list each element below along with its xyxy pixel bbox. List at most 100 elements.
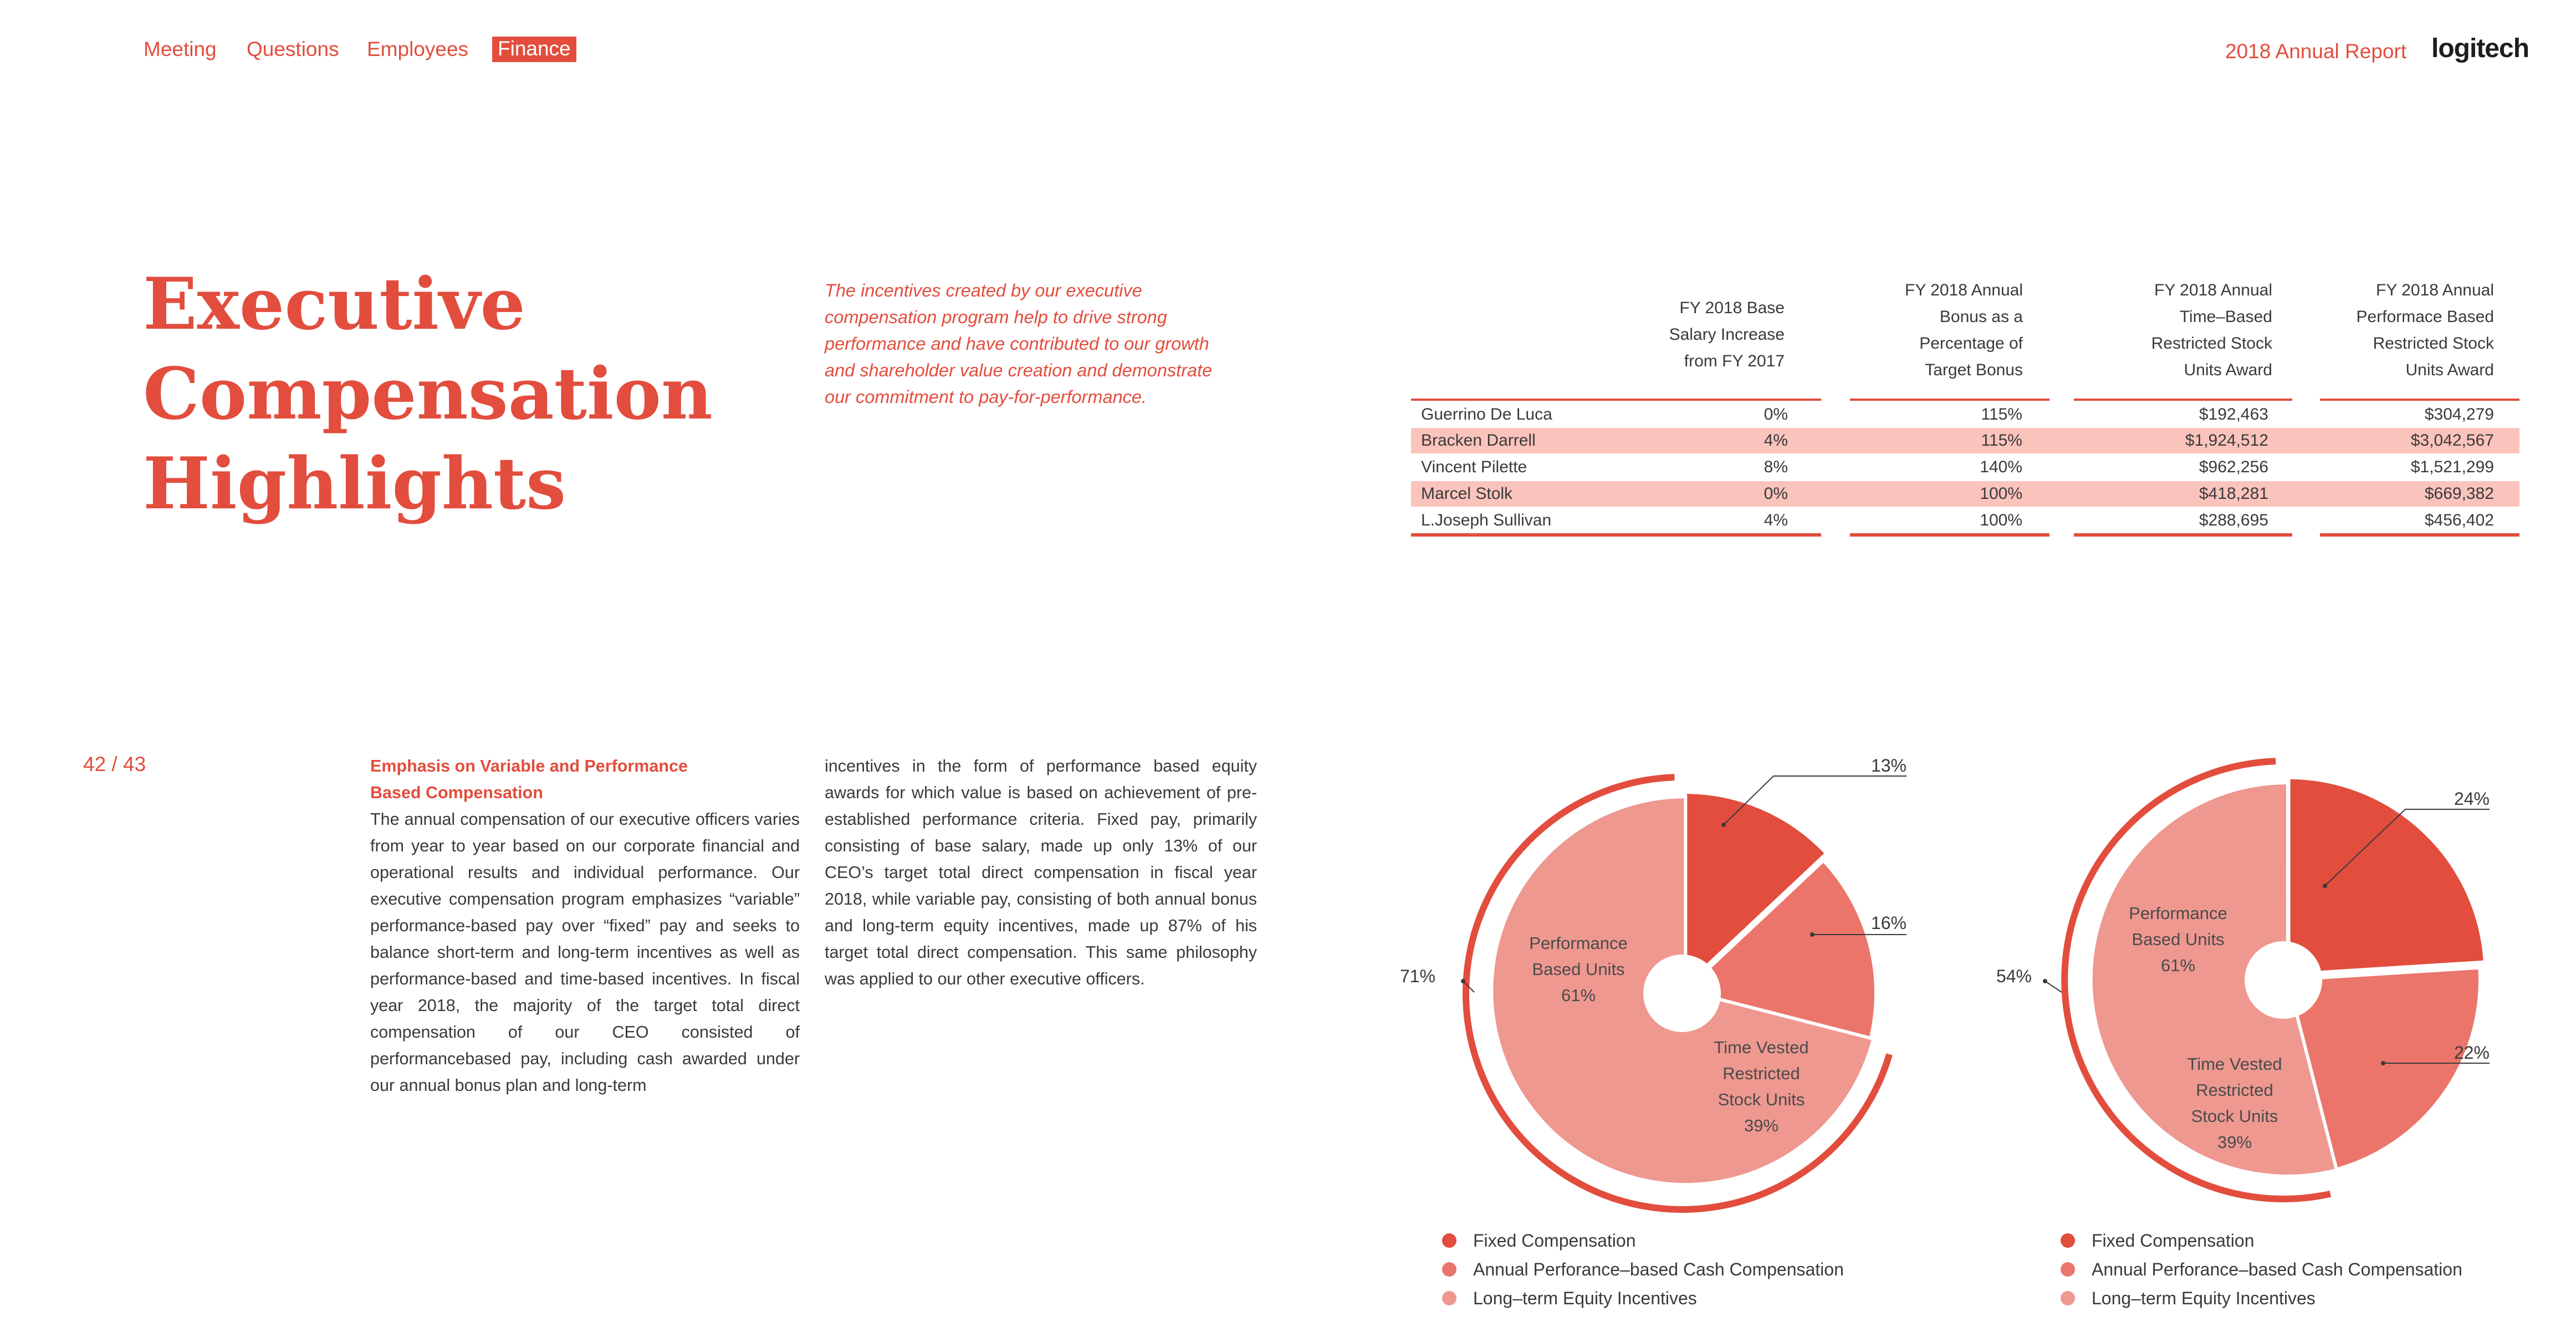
table-cell-perf-rsu: $456,402	[2424, 511, 2494, 529]
title-line: Highlights	[143, 442, 566, 525]
table-cell-perf-rsu: $304,279	[2424, 405, 2494, 423]
inner-label: Time Vested Restricted Stock Units 39%	[1714, 1038, 1808, 1135]
inner-label-line: 61%	[1561, 986, 1596, 1005]
chart-legend-2: Fixed Compensation Annual Perforance–bas…	[2061, 1226, 2462, 1313]
leader-line	[1463, 981, 1475, 993]
pie-chart-ceo: 13% 16% 71% Performance Based Units 61% Time V…	[1400, 756, 1907, 1213]
table-cell-salary-increase: 4%	[1764, 511, 1788, 529]
table-row: Marcel Stolk 0% 100% $418,281 $669,382	[1411, 481, 2519, 507]
legend-swatch	[2061, 1262, 2075, 1277]
table-row: Vincent Pilette 8% 140% $962,256 $1,521,…	[1411, 455, 2519, 480]
table-cell-name: Vincent Pilette	[1421, 458, 1527, 476]
pie-slice	[2281, 966, 2482, 1173]
legend-item: Annual Perforance–based Cash Compensatio…	[2061, 1255, 2462, 1284]
table-cell-bonus-pct: 140%	[1980, 458, 2022, 476]
inner-label-line: Restricted	[1723, 1064, 1800, 1083]
table-cell-salary-increase: 8%	[1764, 458, 1788, 476]
inner-label-line: Stock Units	[2191, 1106, 2278, 1126]
body-paragraph: incentives in the form of performance ba…	[825, 757, 1257, 988]
inner-label-line: 61%	[2161, 956, 2195, 975]
table-cell-salary-increase: 0%	[1764, 405, 1788, 423]
pie-slice	[2089, 780, 2339, 1178]
table-cell-salary-increase: 0%	[1764, 484, 1788, 503]
chart-legend-1: Fixed Compensation Annual Perforance–bas…	[1442, 1226, 1844, 1313]
inner-label-line: Restricted	[2196, 1080, 2273, 1100]
table-header-bonus: FY 2018 Annual Bonus as a Percentage of …	[1905, 281, 2023, 379]
table-cell-bonus-pct: 100%	[1980, 511, 2022, 529]
body-column-2: incentives in the form of performance ba…	[825, 753, 1257, 992]
inner-label-line: 39%	[1744, 1116, 1778, 1135]
table-header-perf-rsu: FY 2018 Annual Performace Based Restrict…	[2356, 281, 2494, 379]
table-row: Guerrino De Luca 0% 115% $192,463 $304,2…	[1411, 402, 2519, 427]
inner-label-line: Time Vested	[2187, 1054, 2282, 1074]
inner-label-line: Time Vested	[1714, 1038, 1808, 1057]
leader-dot	[1721, 823, 1726, 827]
nav-questions[interactable]: Questions	[247, 38, 339, 60]
table-cell-name: Marcel Stolk	[1421, 484, 1513, 503]
table-header-time-rsu: FY 2018 Annual Time–Based Restricted Sto…	[2151, 281, 2272, 379]
table-cell-bonus-pct: 115%	[1981, 405, 2022, 423]
nav-employees[interactable]: Employees	[367, 38, 469, 60]
table-rule	[2074, 533, 2292, 537]
legend-swatch	[2061, 1233, 2075, 1248]
legend-item: Long–term Equity Incentives	[2061, 1284, 2462, 1313]
logitech-logo: logitech	[2431, 34, 2529, 63]
inner-label-line: Performance	[1529, 933, 1627, 953]
inner-label-line: Stock Units	[1718, 1090, 1805, 1109]
slice-label: 54%	[1996, 966, 2032, 986]
table-cell-time-rsu: $192,463	[2199, 405, 2268, 423]
inner-label: Performance Based Units 61%	[1529, 933, 1627, 1005]
leader-dot	[1810, 932, 1815, 937]
table-cell-name: L.Joseph Sullivan	[1421, 511, 1552, 529]
leader-line	[2045, 981, 2062, 993]
legend-item: Annual Perforance–based Cash Compensatio…	[1442, 1255, 1844, 1284]
table-cell-perf-rsu: $1,521,299	[2410, 458, 2494, 476]
pie-slice	[1678, 858, 1878, 1044]
inner-label-line: Based Units	[2132, 930, 2224, 949]
table-cell-bonus-pct: 100%	[1980, 484, 2022, 503]
legend-swatch	[2061, 1291, 2075, 1305]
slice-label: 22%	[2454, 1043, 2490, 1063]
table-cell-name: Guerrino De Luca	[1421, 405, 1552, 423]
legend-swatch	[1442, 1262, 1456, 1277]
table-rule	[1850, 399, 2049, 401]
outer-ring	[2061, 758, 2332, 1202]
title-line: Executive	[143, 263, 525, 346]
table-cell-perf-rsu: $669,382	[2424, 484, 2494, 503]
body-paragraph: The annual compensation of our executive…	[370, 810, 800, 1095]
legend-swatch	[1442, 1291, 1456, 1305]
inner-label-line: 39%	[2217, 1132, 2252, 1152]
table-row: Bracken Darrell 4% 115% $1,924,512 $3,04…	[1411, 428, 2519, 453]
pull-quote: The incentives created by our executive …	[825, 280, 1213, 407]
inner-label-line: Based Units	[1532, 960, 1624, 979]
table-cell-salary-increase: 4%	[1764, 431, 1788, 450]
inner-label-line: Performance	[2129, 904, 2227, 923]
pie-slice	[1683, 790, 1829, 991]
nav-meeting[interactable]: Meeting	[144, 38, 217, 60]
leader-line	[1723, 775, 1907, 825]
leader-dot	[2043, 979, 2047, 983]
title-line: Compensation	[143, 353, 713, 436]
donut-hole	[1643, 955, 1721, 1032]
table-cell-name: Bracken Darrell	[1421, 431, 1536, 450]
section-subheading: Emphasis on Variable and Performance Bas…	[370, 757, 688, 802]
table-cell-bonus-pct: 115%	[1981, 431, 2022, 450]
body-column-1: Emphasis on Variable and Performance Bas…	[370, 753, 800, 1099]
report-title: 2018 Annual Report	[2225, 40, 2407, 63]
table-rule	[1850, 533, 2049, 537]
pie-slice	[2287, 775, 2487, 976]
table-rule	[1411, 399, 1821, 401]
table-row: L.Joseph Sullivan 4% 100% $288,695 $456,…	[1411, 508, 2519, 533]
table-cell-time-rsu: $1,924,512	[2185, 431, 2268, 450]
table-rule	[2074, 399, 2292, 401]
page-title: Executive Compensation Highlights	[143, 259, 713, 529]
inner-label: Time Vested Restricted Stock Units 39%	[2187, 1054, 2282, 1152]
leader-dot	[2323, 884, 2327, 888]
nav-finance[interactable]: Finance	[492, 37, 576, 62]
table-cell-time-rsu: $418,281	[2199, 484, 2268, 503]
leader-dot	[2381, 1061, 2385, 1065]
table-cell-time-rsu: $962,256	[2199, 458, 2268, 476]
donut-hole	[2245, 941, 2322, 1019]
outer-ring	[1463, 774, 1893, 1213]
